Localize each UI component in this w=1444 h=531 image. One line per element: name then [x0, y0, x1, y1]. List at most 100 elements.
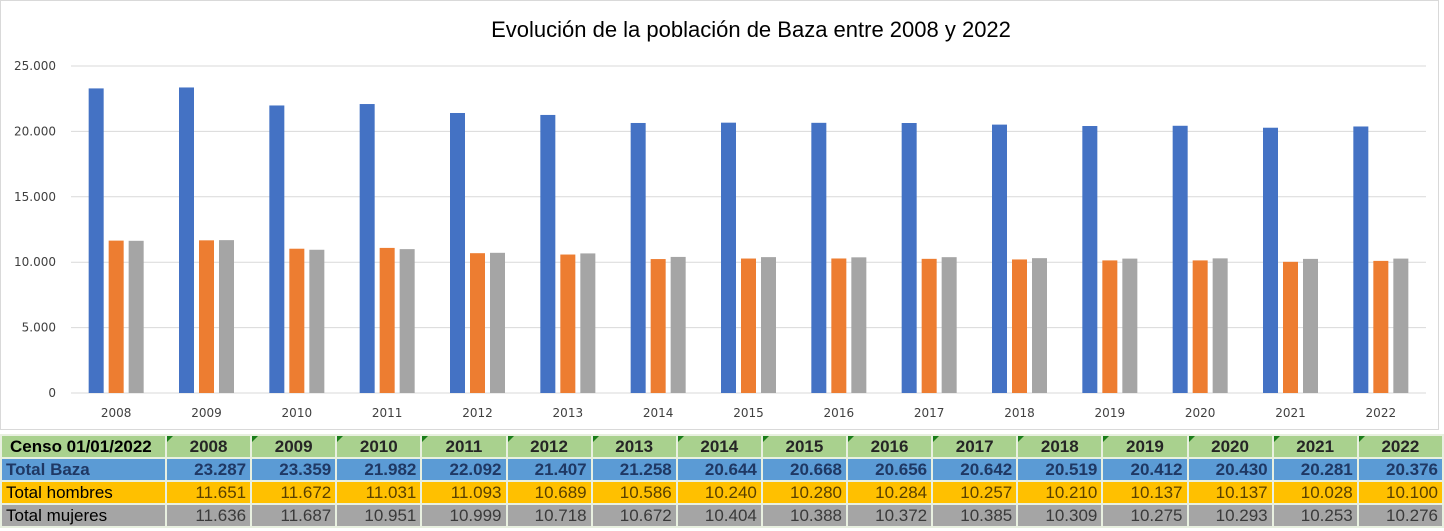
bar-total	[1353, 126, 1369, 393]
x-tick-label: 2014	[643, 406, 674, 420]
table-cell: 10.210	[1016, 480, 1104, 505]
bar-women	[1393, 258, 1409, 393]
table-cell: 22.092	[420, 457, 508, 482]
table-row-men: Total hombres 11.651 11.672 11.031 11.093 10.…	[0, 480, 1444, 505]
bar-men	[1102, 260, 1118, 393]
bar-women	[1303, 258, 1318, 393]
y-tick-label: 20.000	[14, 124, 56, 138]
table-cell: 10.951	[335, 503, 423, 528]
x-tick-label: 2020	[1185, 406, 1216, 420]
x-tick-label: 2013	[553, 406, 584, 420]
bar-total	[811, 122, 827, 393]
y-tick-label: 15.000	[14, 190, 56, 204]
table-cell: 10.137	[1101, 480, 1189, 505]
table-header-year: 2012	[505, 434, 593, 459]
table-cell: 10.257	[931, 480, 1019, 505]
bar-men	[560, 254, 576, 393]
bar-total	[1263, 127, 1278, 393]
bar-women	[309, 249, 325, 393]
bar-men	[921, 258, 937, 393]
table-header-label: Censo 01/01/2022	[0, 434, 167, 459]
bar-total	[1172, 125, 1188, 393]
bar-men	[1192, 260, 1208, 393]
table-cell: 20.519	[1016, 457, 1104, 482]
table-cell: 21.982	[335, 457, 423, 482]
bar-men	[108, 240, 124, 393]
table-cell: 10.309	[1016, 503, 1104, 528]
table-header-year: 2015	[760, 434, 849, 459]
table-cell: 20.412	[1101, 457, 1189, 482]
table-cell: 10.240	[675, 480, 763, 505]
bars	[88, 87, 1409, 394]
y-tick-label: 5.000	[22, 321, 56, 335]
bar-total	[88, 88, 104, 393]
bar-total	[359, 104, 375, 394]
table-cell: 10.718	[505, 503, 593, 528]
y-tick-label: 0	[48, 386, 56, 400]
table-cell: 10.999	[420, 503, 508, 528]
table-cell: 10.293	[1186, 503, 1274, 528]
y-axis-ticks: 0 5.000 10.000 15.000 20.000 25.000	[14, 59, 56, 400]
bar-women	[941, 257, 957, 393]
table-cell: 20.642	[931, 457, 1019, 482]
x-tick-label: 2021	[1275, 406, 1306, 420]
table-cell: 10.100	[1356, 480, 1444, 505]
bar-men	[1283, 261, 1298, 393]
table-cell: 20.668	[760, 457, 849, 482]
x-tick-label: 2015	[733, 406, 764, 420]
table-header-year: 2013	[590, 434, 678, 459]
table-cell: 11.672	[250, 480, 338, 505]
row-label: Total Baza	[0, 457, 167, 482]
table-cell: 10.372	[845, 503, 934, 528]
bar-total	[540, 114, 556, 393]
table-header-year: 2019	[1101, 434, 1189, 459]
table-header-year: 2008	[164, 434, 253, 459]
bar-women	[219, 240, 234, 393]
table-cell: 10.280	[760, 480, 849, 505]
table-cell: 11.031	[335, 480, 423, 505]
bar-women	[851, 257, 867, 393]
bar-women	[1032, 258, 1047, 393]
bar-total	[450, 112, 465, 394]
table-cell: 20.644	[675, 457, 763, 482]
table-cell: 11.687	[250, 503, 338, 528]
bar-total	[721, 122, 736, 393]
x-tick-label: 2022	[1366, 406, 1397, 420]
x-tick-label: 2010	[282, 406, 313, 420]
bar-men	[379, 247, 395, 393]
x-tick-label: 2009	[191, 406, 222, 420]
table-header-year: 2018	[1016, 434, 1104, 459]
x-tick-label: 2017	[914, 406, 945, 420]
table-cell: 10.276	[1356, 503, 1444, 528]
table-cell: 10.385	[931, 503, 1019, 528]
table-header-row: Censo 01/01/2022 2008 2009 2010 2011 2012 201…	[0, 434, 1444, 459]
chart-panel: Evolución de la población de Baza entre …	[0, 0, 1439, 430]
table-cell: 10.275	[1101, 503, 1189, 528]
bar-total	[179, 87, 194, 393]
row-label: Total hombres	[0, 480, 167, 505]
x-tick-label: 2016	[824, 406, 855, 420]
table-row-women: Total mujeres 11.636 11.687 10.951 10.999 10.…	[0, 503, 1444, 528]
table-header-year: 2009	[250, 434, 338, 459]
table-header-year: 2016	[845, 434, 934, 459]
row-label: Total mujeres	[0, 503, 167, 528]
table-cell: 10.284	[845, 480, 934, 505]
y-tick-label: 25.000	[14, 59, 56, 73]
bar-men	[650, 259, 666, 393]
bar-women	[399, 249, 415, 393]
census-table: Censo 01/01/2022 2008 2009 2010 2011 2012 201…	[0, 434, 1444, 528]
bar-men	[470, 253, 485, 393]
table-cell: 21.258	[590, 457, 678, 482]
table-cell: 10.137	[1186, 480, 1274, 505]
bar-men	[289, 248, 305, 393]
table-cell: 10.388	[760, 503, 849, 528]
bar-men	[831, 258, 847, 393]
bar-women	[580, 253, 596, 393]
x-tick-label: 2019	[1095, 406, 1126, 420]
x-tick-label: 2018	[1004, 406, 1035, 420]
table-cell: 23.287	[164, 457, 253, 482]
bar-women	[1122, 258, 1138, 393]
x-axis-ticks: 2008 2009 2010 2011 2012 2013 2014 2015 2016 2017…	[101, 406, 1396, 420]
bar-women	[670, 256, 686, 393]
